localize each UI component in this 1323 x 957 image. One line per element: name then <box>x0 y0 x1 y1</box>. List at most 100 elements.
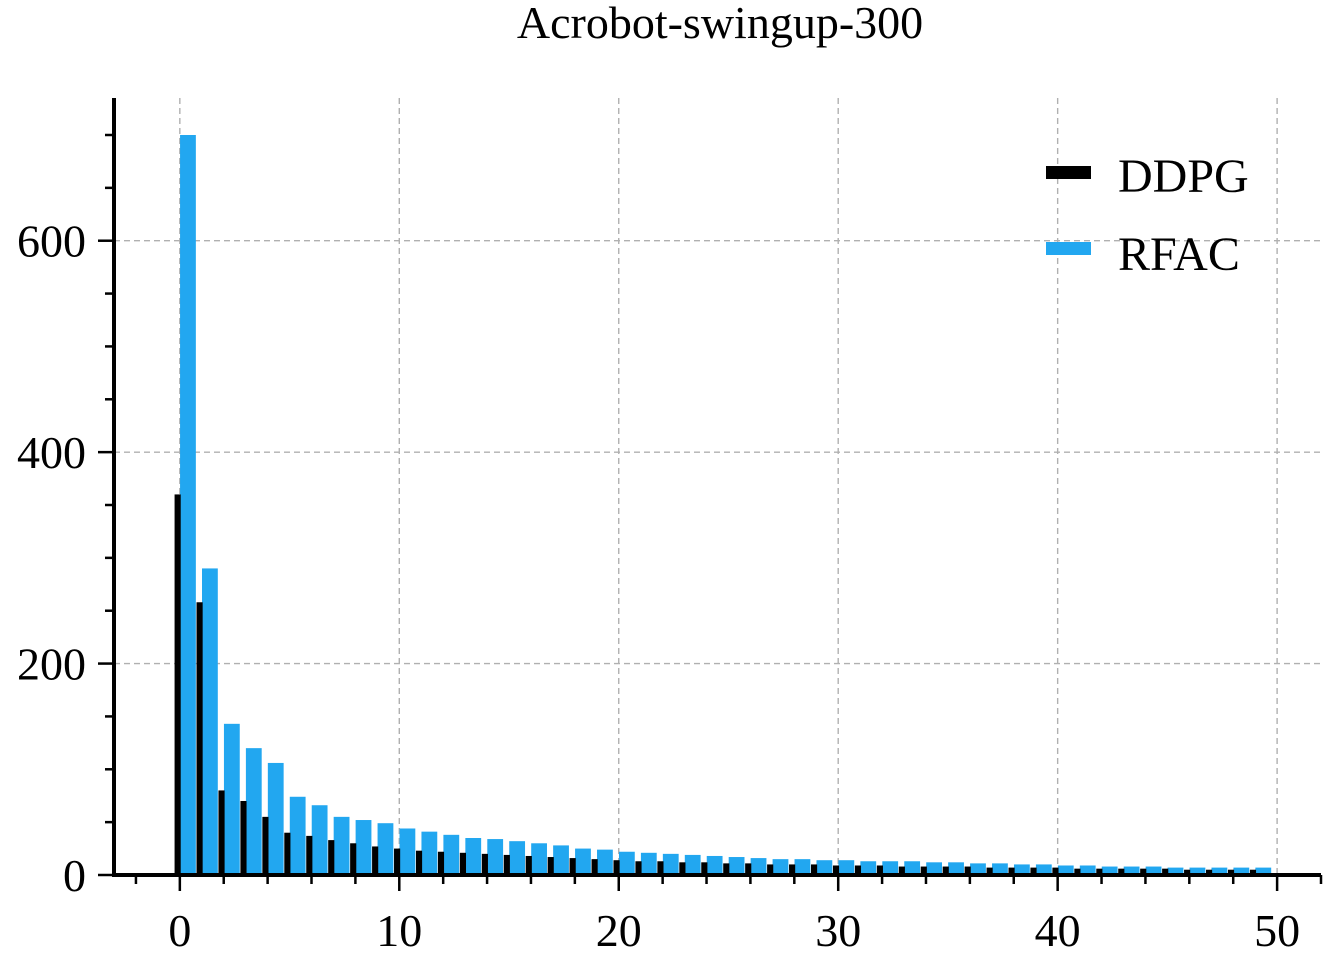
y-tick-label-400: 400 <box>17 427 86 478</box>
bar-rfac-34 <box>926 862 943 875</box>
bar-ddpg-2 <box>218 790 225 875</box>
x-tick-label-30: 30 <box>815 905 861 956</box>
bar-rfac-49 <box>1255 867 1272 875</box>
bar-rfac-24 <box>706 855 723 875</box>
bar-rfac-38 <box>1013 864 1030 875</box>
bar-ddpg-22 <box>657 861 664 875</box>
bar-ddpg-10 <box>394 848 401 875</box>
x-tick-label-40: 40 <box>1035 905 1081 956</box>
bar-rfac-19 <box>597 849 613 875</box>
axes: 0 10 20 30 40 50 0 200 400 600 <box>17 98 1323 956</box>
bar-rfac-40 <box>1057 865 1074 875</box>
bar-ddpg-25 <box>723 863 730 875</box>
bar-rfac-17 <box>553 845 569 875</box>
bar-ddpg-8 <box>350 843 357 875</box>
bar-ddpg-46 <box>1184 869 1191 875</box>
x-tick-label-50: 50 <box>1254 905 1300 956</box>
bar-ddpg-34 <box>920 866 927 875</box>
bar-rfac-12 <box>443 834 460 875</box>
bar-rfac-37 <box>992 863 1008 875</box>
bar-rfac-2 <box>223 723 240 875</box>
bar-rfac-33 <box>904 861 921 875</box>
bar-ddpg-44 <box>1140 868 1147 875</box>
bar-ddpg-45 <box>1162 868 1169 875</box>
bar-rfac-41 <box>1079 865 1096 875</box>
bar-rfac-0 <box>180 135 196 875</box>
bar-ddpg-48 <box>1227 869 1235 875</box>
bar-ddpg-24 <box>701 862 708 875</box>
bar-ddpg-19 <box>591 859 598 875</box>
bar-ddpg-37 <box>986 867 993 875</box>
bar-rfac-31 <box>860 861 877 875</box>
bar-ddpg-17 <box>547 857 554 875</box>
bar-rfac-29 <box>816 860 833 875</box>
bar-ddpg-7 <box>328 840 335 875</box>
bar-ddpg-30 <box>832 865 840 875</box>
bar-rfac-23 <box>684 854 701 875</box>
bar-rfac-43 <box>1123 866 1140 875</box>
bar-rfac-7 <box>333 816 350 875</box>
bar-ddpg-47 <box>1206 869 1213 875</box>
bar-rfac-32 <box>882 861 899 875</box>
bar-rfac-42 <box>1101 866 1118 875</box>
y-tick-label-600: 600 <box>17 216 86 267</box>
bar-ddpg-23 <box>679 862 686 875</box>
y-tick-label-0: 0 <box>63 850 86 901</box>
legend-swatch-rfac <box>1046 242 1091 255</box>
bar-ddpg-14 <box>481 853 488 875</box>
bar-ddpg-33 <box>898 866 905 875</box>
bar-rfac-21 <box>640 852 657 875</box>
bar-ddpg-43 <box>1118 868 1125 875</box>
legend-swatch-ddpg <box>1046 166 1091 179</box>
legend-label-ddpg: DDPG <box>1118 150 1249 203</box>
bar-ddpg-29 <box>810 864 818 875</box>
x-tick-label-20: 20 <box>596 905 642 956</box>
bar-ddpg-36 <box>964 866 971 875</box>
bar-rfac-28 <box>794 859 811 875</box>
legend: DDPG RFAC <box>1046 150 1249 281</box>
x-tick-label-0: 0 <box>168 905 191 956</box>
bar-rfac-36 <box>970 863 986 875</box>
bar-rfac-11 <box>421 831 438 875</box>
bar-ddpg-32 <box>876 865 883 875</box>
bar-ddpg-16 <box>525 855 532 875</box>
bar-rfac-9 <box>377 823 394 875</box>
bar-ddpg-21 <box>635 861 642 875</box>
bar-rfac-20 <box>618 851 635 875</box>
bar-rfac-8 <box>355 820 372 875</box>
bar-ddpg-0 <box>174 494 181 875</box>
bar-ddpg-35 <box>942 866 949 875</box>
grid <box>114 98 1321 875</box>
bar-rfac-39 <box>1035 864 1052 875</box>
bar-rfac-26 <box>750 858 767 875</box>
y-tick-label-200: 200 <box>17 639 86 690</box>
bar-rfac-35 <box>948 862 964 875</box>
bar-ddpg-41 <box>1074 868 1081 875</box>
bar-rfac-6 <box>311 805 328 875</box>
bar-ddpg-11 <box>415 850 423 875</box>
bar-ddpg-49 <box>1249 869 1257 875</box>
bar-ddpg-3 <box>240 801 247 875</box>
bar-ddpg-27 <box>767 864 774 875</box>
bar-rfac-22 <box>662 853 679 875</box>
bar-ddpg-9 <box>372 846 379 875</box>
bar-ddpg-39 <box>1030 867 1037 875</box>
bar-rfac-48 <box>1233 867 1250 875</box>
bar-ddpg-31 <box>854 865 862 875</box>
bar-rfac-15 <box>509 841 526 875</box>
bar-ddpg-6 <box>306 835 313 875</box>
bar-rfac-44 <box>1145 866 1162 875</box>
bar-rfac-47 <box>1211 867 1228 875</box>
bar-rfac-46 <box>1189 867 1206 875</box>
bar-rfac-18 <box>575 848 591 875</box>
chart-title: Acrobot-swingup-300 <box>517 0 923 48</box>
bar-ddpg-15 <box>503 854 510 875</box>
bar-ddpg-4 <box>262 816 269 875</box>
bar-rfac-30 <box>838 860 855 875</box>
bar-ddpg-13 <box>459 852 467 875</box>
bar-rfac-14 <box>487 839 504 875</box>
bar-ddpg-28 <box>789 864 796 875</box>
bar-ddpg-26 <box>745 863 752 875</box>
bar-rfac-27 <box>772 859 789 875</box>
